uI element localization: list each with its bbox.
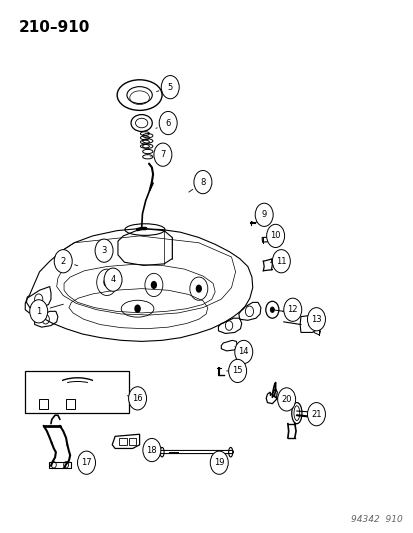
Circle shape — [307, 308, 325, 331]
Text: 11: 11 — [275, 257, 286, 266]
Text: 19: 19 — [214, 458, 224, 467]
Circle shape — [150, 281, 157, 289]
Text: 94342  910: 94342 910 — [351, 515, 402, 524]
Circle shape — [254, 203, 273, 227]
Circle shape — [77, 451, 95, 474]
Circle shape — [161, 76, 179, 99]
Text: 14: 14 — [238, 348, 248, 357]
Circle shape — [30, 300, 47, 323]
Circle shape — [266, 224, 284, 247]
Text: 8: 8 — [200, 177, 205, 187]
Circle shape — [195, 285, 202, 293]
Text: 20: 20 — [281, 395, 291, 404]
Circle shape — [193, 171, 211, 193]
Text: 3: 3 — [101, 246, 107, 255]
Text: 210–910: 210–910 — [19, 20, 90, 35]
Circle shape — [104, 268, 122, 292]
Text: 17: 17 — [81, 458, 92, 467]
Circle shape — [277, 388, 295, 411]
Circle shape — [103, 278, 110, 287]
Circle shape — [159, 111, 177, 135]
Text: 15: 15 — [232, 366, 242, 375]
Circle shape — [134, 304, 140, 313]
Text: 4: 4 — [110, 275, 115, 284]
Circle shape — [210, 451, 228, 474]
Circle shape — [154, 143, 171, 166]
Text: 13: 13 — [311, 315, 321, 324]
Text: 7: 7 — [160, 150, 165, 159]
Circle shape — [228, 359, 246, 383]
Circle shape — [128, 387, 146, 410]
Circle shape — [269, 306, 274, 313]
Text: 9: 9 — [261, 211, 266, 219]
Text: 16: 16 — [132, 394, 142, 403]
Text: 1: 1 — [36, 307, 41, 316]
Circle shape — [95, 239, 113, 262]
Text: 12: 12 — [287, 305, 297, 314]
Text: 10: 10 — [270, 231, 280, 240]
Circle shape — [54, 249, 72, 273]
Circle shape — [234, 341, 252, 364]
Circle shape — [272, 249, 290, 273]
Circle shape — [142, 439, 161, 462]
Text: 6: 6 — [165, 118, 171, 127]
Text: 18: 18 — [146, 446, 157, 455]
Text: 5: 5 — [167, 83, 173, 92]
Circle shape — [283, 298, 301, 321]
Circle shape — [307, 402, 325, 426]
Text: 2: 2 — [60, 257, 66, 266]
Text: 21: 21 — [311, 410, 321, 419]
